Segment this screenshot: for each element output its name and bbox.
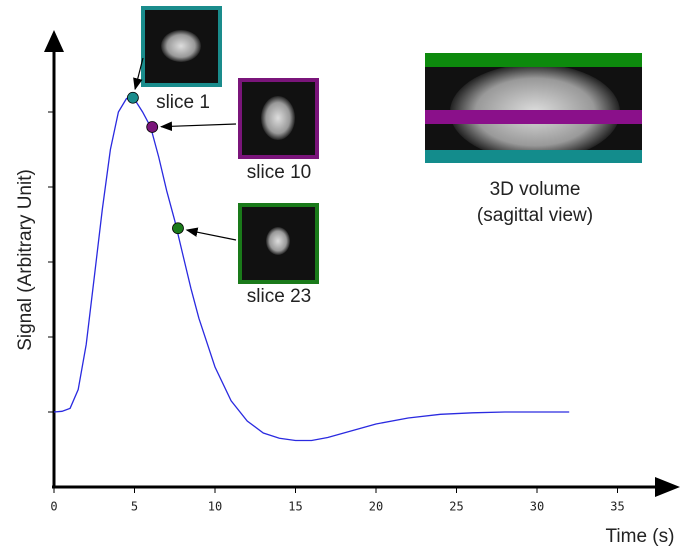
thumbnail — [238, 203, 319, 284]
line — [53, 97, 570, 442]
marker — [126, 91, 139, 104]
arrow — [160, 121, 237, 132]
y-axis-label: Signal (Arbitrary Unit) — [15, 169, 36, 351]
x-axis-label: Time (s) — [606, 526, 675, 547]
x-tick-label: 20 — [369, 500, 383, 514]
marker — [146, 121, 159, 133]
thumbnail-brain — [261, 96, 295, 140]
x-tick-label: 5 — [131, 500, 138, 514]
slice-label: slice 10 — [247, 162, 311, 183]
arrow — [133, 57, 144, 91]
volume-sublabel: (sagittal view) — [477, 205, 593, 226]
x-tick-label: 15 — [288, 500, 302, 514]
x-tick-label: 35 — [610, 500, 624, 514]
x-arrow — [655, 477, 680, 497]
slice-label: slice 23 — [247, 286, 311, 307]
arrow — [185, 227, 237, 241]
marker — [172, 222, 184, 235]
thumbnail-brain — [266, 227, 290, 255]
slice-label: slice 1 — [156, 92, 210, 113]
x-tick-label: 30 — [530, 500, 544, 514]
thumbnail-brain — [161, 30, 201, 62]
x-tick-label: 25 — [449, 500, 463, 514]
thumbnail — [141, 6, 222, 87]
volume-image — [425, 53, 642, 163]
x-tick-label: 10 — [208, 500, 222, 514]
x-tick-label: 0 — [50, 500, 57, 514]
volume-label: 3D volume — [490, 179, 581, 200]
y-arrow — [44, 30, 64, 52]
